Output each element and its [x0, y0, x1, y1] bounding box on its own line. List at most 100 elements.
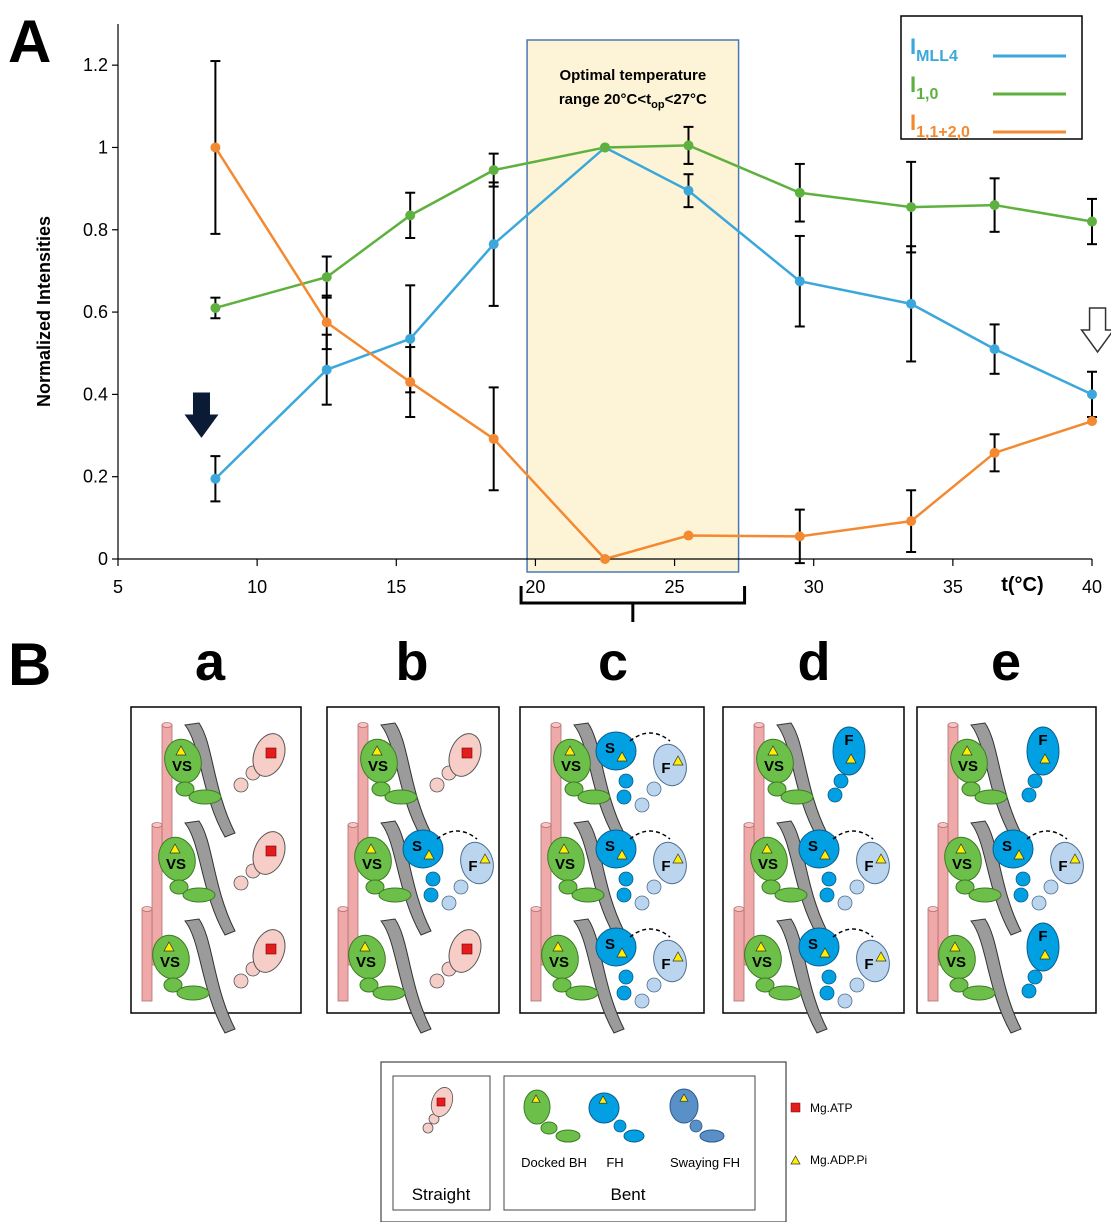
data-point	[321, 364, 332, 375]
schematic-column-a: a VS VS VS	[130, 632, 302, 1034]
docked-neck	[359, 977, 379, 993]
adp-marker	[955, 843, 967, 854]
blocked-head	[595, 927, 637, 967]
crown-swaying: VS S F	[541, 918, 687, 1034]
docked-lever	[565, 985, 599, 1001]
schematic-column-b: b VS VS S F VS	[326, 632, 500, 1034]
adp-marker	[819, 849, 831, 860]
filament-top	[530, 906, 542, 912]
atp-marker	[265, 747, 277, 759]
vs-label: VS	[946, 954, 966, 971]
data-point	[405, 210, 416, 221]
vs-label: VS	[758, 856, 778, 873]
x-axis-label: t(°C)	[1001, 574, 1043, 596]
s-label: S	[412, 838, 422, 855]
x-tick-label: 15	[386, 577, 406, 597]
f-label: F	[864, 956, 873, 973]
blocked-neck	[819, 887, 835, 903]
data-point	[1087, 216, 1097, 227]
legend-entry-subscript: 1,0	[916, 86, 938, 103]
optimal-box-line2-sub: op	[651, 99, 665, 111]
data-point	[906, 298, 917, 309]
adp-marker	[1069, 853, 1081, 864]
blocked-head	[798, 927, 840, 967]
optimal-box-line1: Optimal temperature	[559, 67, 706, 84]
docked-neck	[558, 879, 578, 895]
adp-marker	[479, 853, 491, 864]
straight-neck	[429, 777, 445, 793]
fh-legend-lever	[623, 1129, 645, 1143]
x-tick-label: 40	[1082, 577, 1102, 597]
s-label: S	[605, 838, 615, 855]
atp-marker	[265, 845, 277, 857]
docked-neck	[755, 977, 775, 993]
free-head	[832, 726, 866, 776]
legend-entry-subscript: 1,1+2,0	[916, 124, 970, 141]
adp-marker	[175, 745, 187, 756]
free-neck	[646, 781, 662, 797]
data-point	[488, 165, 499, 176]
myosin-tail	[184, 918, 236, 1034]
blocked-neck	[618, 871, 634, 887]
adp-marker	[755, 941, 767, 952]
crown-free: VS F	[756, 722, 866, 838]
free-neck	[833, 773, 849, 789]
adp-legend-label: Mg.ADP.Pi	[810, 1153, 867, 1167]
schematic-legend: Straight Bent Docked BH FH Swaying FH Mg…	[380, 1061, 867, 1222]
filament-top	[733, 906, 745, 912]
free-neck	[849, 879, 865, 895]
docked-neck	[371, 781, 391, 797]
adp-marker	[875, 853, 887, 864]
free-head	[1050, 841, 1084, 885]
docked-lever	[962, 985, 996, 1001]
docked-legend-neck	[540, 1121, 558, 1135]
filament-top	[937, 822, 949, 828]
vs-label: VS	[160, 954, 180, 971]
hollow-down-arrow-icon	[1080, 307, 1111, 354]
filament-top	[540, 822, 552, 828]
adp-marker	[1039, 949, 1051, 960]
free-neck	[1021, 787, 1037, 803]
data-point	[488, 239, 499, 250]
atp-marker	[461, 747, 473, 759]
data-point	[600, 554, 610, 564]
adp-marker	[552, 941, 564, 952]
data-point	[210, 302, 221, 313]
free-head	[653, 939, 687, 983]
free-neck	[634, 797, 650, 813]
docked-lever	[780, 789, 814, 805]
f-label: F	[844, 732, 853, 749]
fh-legend-head	[588, 1092, 620, 1124]
s-label: S	[808, 936, 818, 953]
vs-label: VS	[764, 758, 784, 775]
adp-marker	[616, 947, 628, 958]
data-point	[1087, 389, 1097, 400]
y-tick-label: 0.2	[83, 467, 108, 487]
free-neck	[1043, 879, 1059, 895]
free-neck	[453, 879, 469, 895]
s-label: S	[605, 740, 615, 757]
adp-marker	[598, 1095, 608, 1104]
filament-top	[550, 722, 562, 728]
schematic-column-e: e VS F VS S F VS F	[916, 632, 1097, 1034]
crown-swaying: VS S F	[354, 820, 494, 936]
crown-straight: VS	[164, 722, 286, 838]
series-lines	[214, 144, 1093, 561]
free-neck	[1027, 773, 1043, 789]
blocked-neck	[618, 773, 634, 789]
vs-label: VS	[561, 758, 581, 775]
filament-top	[347, 822, 359, 828]
data-point	[488, 433, 499, 444]
column-letter: b	[396, 632, 429, 692]
vs-label: VS	[549, 954, 569, 971]
data-point	[210, 142, 221, 153]
adp-marker	[845, 753, 857, 764]
optimal-box-line2-b: <27°C	[665, 91, 707, 108]
y-axis-label: Normalized Intensities	[34, 216, 54, 407]
schematic-column-d: d VS F VS S F VS S F	[722, 632, 905, 1034]
free-neck	[646, 879, 662, 895]
adp-marker	[616, 849, 628, 860]
crown-swaying: VS S F	[553, 722, 687, 838]
s-label: S	[808, 838, 818, 855]
series-line-1-1-2-0	[214, 146, 1093, 561]
